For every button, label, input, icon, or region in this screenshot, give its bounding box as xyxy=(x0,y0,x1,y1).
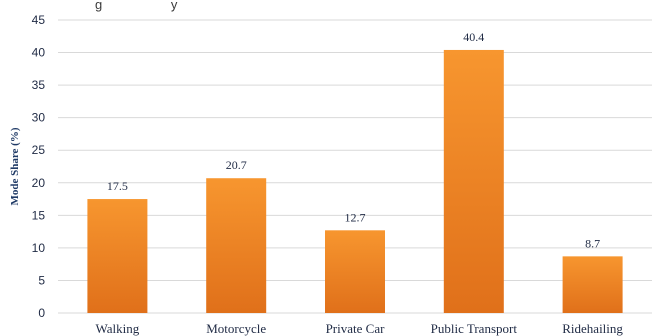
y-tick-label-35: 35 xyxy=(32,78,46,92)
category-label-motorcycle: Motorcycle xyxy=(206,321,266,336)
bar-ridehailing xyxy=(562,256,623,313)
bar-public-transport xyxy=(443,49,504,313)
category-label-public-transport: Public Transport xyxy=(431,321,518,336)
y-tick-label-40: 40 xyxy=(32,46,46,60)
data-label-private-car: 12.7 xyxy=(345,210,366,224)
bar-motorcycle xyxy=(206,178,267,313)
y-tick-label-15: 15 xyxy=(32,208,46,222)
data-label-walking: 17.5 xyxy=(107,179,128,193)
y-tick-label-20: 20 xyxy=(32,176,46,190)
y-tick-label-10: 10 xyxy=(32,241,46,255)
bar-walking xyxy=(87,199,148,313)
category-label-ridehailing: Ridehailing xyxy=(562,321,623,336)
y-tick-label-45: 45 xyxy=(32,13,46,27)
data-label-motorcycle: 20.7 xyxy=(226,158,247,172)
data-label-ridehailing: 8.7 xyxy=(585,236,600,250)
bars xyxy=(87,49,623,313)
category-label-walking: Walking xyxy=(96,321,140,336)
bar-private-car xyxy=(325,230,385,313)
top-caption-fragment: g y xyxy=(95,0,178,12)
y-tick-label-5: 5 xyxy=(38,273,45,287)
data-labels: 17.5 20.7 12.7 40.4 8.7 xyxy=(107,30,600,250)
data-label-public-transport: 40.4 xyxy=(463,30,484,44)
y-tick-label-0: 0 xyxy=(38,306,45,320)
y-axis-ticks: 0 5 10 15 20 25 30 35 40 45 xyxy=(32,13,46,320)
y-tick-label-25: 25 xyxy=(32,143,46,157)
category-label-private-car: Private Car xyxy=(326,321,386,336)
category-labels: Walking Motorcycle Private Car Public Trans… xyxy=(96,321,624,336)
y-tick-label-30: 30 xyxy=(32,111,46,125)
gridlines xyxy=(58,19,652,314)
y-axis-title: Mode Share (%) xyxy=(9,127,21,205)
